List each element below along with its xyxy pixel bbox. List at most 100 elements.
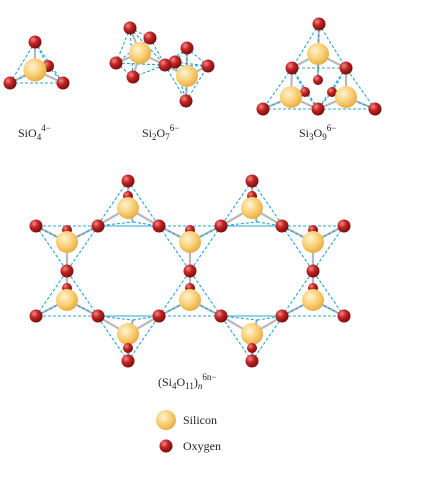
tetrahedron-edge <box>96 180 129 227</box>
tetrahedron-edge <box>66 270 99 317</box>
silicon-atom <box>23 58 47 82</box>
oxygen-atom <box>179 94 193 108</box>
oxygen-atom <box>152 309 166 323</box>
tetrahedron-edge <box>127 315 160 362</box>
oxygen-atom <box>300 87 310 97</box>
silicon-atom <box>335 86 357 108</box>
tetrahedron-edge <box>291 23 320 69</box>
oxygen-atom <box>275 309 289 323</box>
tetrahedron-edge <box>251 180 284 227</box>
oxygen-atom <box>158 58 172 72</box>
oxygen-atom <box>183 264 197 278</box>
oxygen-atom <box>256 102 270 116</box>
tetrahedron-edge <box>129 27 151 39</box>
oxygen-atom <box>143 31 157 45</box>
tetrahedron-edge <box>9 41 36 84</box>
tetrahedron-edge <box>220 180 253 227</box>
tetrahedron-edge <box>158 225 191 272</box>
tetrahedron-edge <box>317 23 320 81</box>
oxygen-atom <box>29 309 43 323</box>
oxygen-atom <box>311 102 325 116</box>
oxygen-atom <box>312 17 326 31</box>
oxygen-atom <box>56 76 70 90</box>
oxygen-atom <box>109 56 123 70</box>
tetrahedron-edge <box>34 41 64 84</box>
tetrahedron-edge <box>312 270 345 317</box>
oxygen-atom <box>121 354 135 368</box>
tetrahedron-edge <box>281 270 314 317</box>
tetrahedron-edge <box>317 91 333 110</box>
tetrahedron-edge <box>129 27 134 78</box>
oxygen-atom <box>339 61 353 75</box>
tetrahedron-edge <box>158 270 191 317</box>
oxygen-atom <box>275 219 289 233</box>
oxygen-atom <box>245 174 259 188</box>
legend-silicon-label: Silicon <box>183 413 217 427</box>
oxygen-atom <box>152 219 166 233</box>
tetrahedron-edge <box>251 315 284 362</box>
tetrahedron-edge <box>164 64 187 102</box>
oxygen-atom <box>123 21 137 35</box>
oxygen-atom <box>245 354 259 368</box>
oxygen-atom <box>180 41 194 55</box>
silicon-atom <box>179 231 201 253</box>
tetrahedron-edge <box>189 270 222 317</box>
tetrahedron-edge <box>317 67 347 110</box>
label-sio4: SiO44− <box>18 123 51 142</box>
tetrahedron-edge <box>47 65 64 84</box>
tetrahedron-edge <box>262 67 293 110</box>
oxygen-atom <box>29 219 43 233</box>
tetrahedron-edge <box>312 225 345 272</box>
tetrahedron-edge <box>96 315 129 362</box>
silicon-atom <box>241 197 263 219</box>
tetrahedron-edge <box>345 67 376 110</box>
silicon-atom <box>117 197 139 219</box>
silicon-atom <box>302 231 324 253</box>
oxygen-atom <box>285 61 299 75</box>
silicon-atom <box>241 323 263 345</box>
tetrahedron-edge <box>220 315 253 362</box>
label-si2o7: Si2O76− <box>142 123 179 142</box>
oxygen-atom <box>168 55 182 69</box>
oxygen-atom <box>337 219 351 233</box>
oxygen-atom <box>121 174 135 188</box>
tetrahedron-edge <box>66 225 99 272</box>
oxygen-atom <box>123 343 133 353</box>
oxygen-atom <box>60 264 74 278</box>
label-si4o11-chain: (Si4O11)n6n− <box>158 372 216 391</box>
silicon-atom <box>56 231 78 253</box>
silicon-atom <box>302 289 324 311</box>
oxygen-atom <box>313 75 323 85</box>
oxygen-atom <box>28 35 42 49</box>
legend: Silicon Oxygen <box>156 410 221 453</box>
tetrahedron-edge <box>185 65 209 102</box>
oxygen-atom <box>247 343 257 353</box>
silicon-atom <box>129 42 151 64</box>
legend-oxygen-label: Oxygen <box>183 439 221 453</box>
tetrahedron-edge <box>35 270 68 317</box>
tetrahedron-edge <box>189 225 222 272</box>
tetrahedron-edge <box>318 23 347 69</box>
oxygen-atom <box>368 102 382 116</box>
silicon-atom <box>280 86 302 108</box>
legend-silicon-swatch <box>156 410 176 430</box>
oxygen-atom <box>3 76 17 90</box>
oxygen-atom <box>214 219 228 233</box>
silicon-atom <box>117 323 139 345</box>
oxygen-atom <box>327 87 337 97</box>
silicon-atom <box>176 65 198 87</box>
oxygen-atom <box>126 70 140 84</box>
oxygen-atom <box>201 59 215 73</box>
label-si3o9: Si3O96− <box>299 123 336 142</box>
tetrahedron-edge <box>331 91 376 110</box>
oxygen-atom <box>214 309 228 323</box>
legend-oxygen-swatch <box>159 439 173 453</box>
oxygen-atom <box>306 264 320 278</box>
oxygen-atom <box>337 309 351 323</box>
atoms <box>3 17 382 368</box>
oxygen-atom <box>91 219 105 233</box>
tetrahedron-edge <box>115 62 166 66</box>
tetrahedron-edge <box>115 62 134 78</box>
silicon-atom <box>56 289 78 311</box>
